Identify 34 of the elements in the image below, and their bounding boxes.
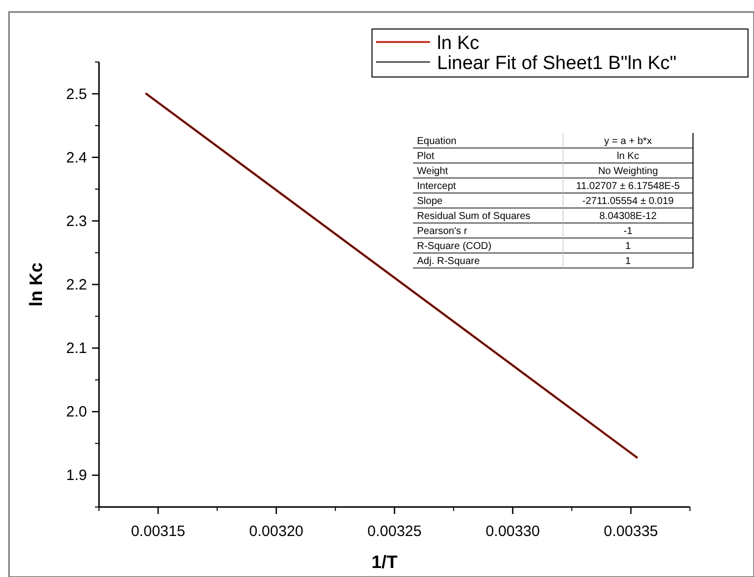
x-tick-label: 0.00315: [130, 523, 186, 540]
y-tick-label: 2.3: [66, 212, 87, 230]
legend-label: Linear Fit of Sheet1 B"ln Kc": [437, 53, 677, 74]
annotation: -1: [624, 226, 633, 237]
legend-label: ln Kc: [437, 33, 480, 54]
y-tick-label: 2.5: [66, 86, 87, 103]
annotation: Slope: [417, 196, 444, 207]
annotation: No Weighting: [598, 166, 658, 177]
y-tick-label: 1.9: [66, 467, 87, 484]
y-tick-label: 2.4: [66, 149, 87, 166]
annotation: Plot: [417, 151, 434, 162]
y-tick-label: 2.2: [66, 276, 87, 294]
annotation: 11.02707 ± 6.17548E-5: [576, 181, 680, 192]
annotation: ln Kc: [616, 151, 640, 162]
annotation: 8.04308E-12: [599, 211, 658, 222]
annotation: -2711.05554 ± 0.019: [582, 196, 674, 207]
annotation: Equation: [417, 136, 456, 147]
y-axis-title: ln Kc: [26, 262, 46, 307]
x-tick-label: 0.00330: [486, 523, 540, 540]
annotation: Intercept: [417, 181, 456, 192]
x-tick-label: 0.00325: [367, 523, 422, 540]
x-axis-title: 1/T: [371, 552, 398, 572]
annotation: R-Square (COD): [417, 241, 492, 252]
annotation: Residual Sum of Squares: [417, 211, 530, 222]
annotation: y = a + b*x: [604, 136, 652, 147]
y-tick-label: 2.1: [66, 340, 87, 358]
annotation: 1: [625, 241, 632, 252]
annotation: Weight: [417, 166, 448, 177]
annotation: 1: [625, 256, 632, 267]
x-tick-label: 0.00335: [604, 523, 658, 540]
annotation: Pearson's r: [417, 226, 468, 237]
annotation: Adj. R-Square: [417, 256, 480, 267]
y-tick-label: 2.0: [66, 404, 87, 421]
x-tick-label: 0.00320: [249, 523, 304, 540]
